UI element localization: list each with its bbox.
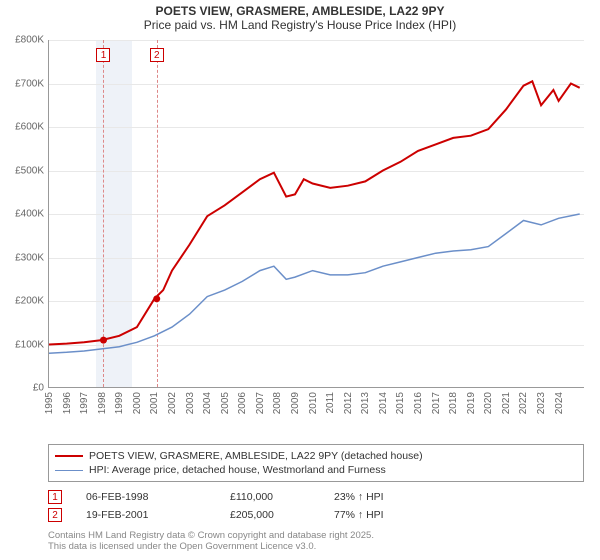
transaction-index: 1	[48, 490, 62, 504]
x-tick-label: 2000	[132, 392, 143, 414]
x-tick-label: 2020	[483, 392, 494, 414]
line-series	[49, 40, 585, 388]
x-tick-label: 2024	[554, 392, 565, 414]
x-tick-label: 1998	[97, 392, 108, 414]
chart-container: POETS VIEW, GRASMERE, AMBLESIDE, LA22 9P…	[0, 0, 600, 560]
y-tick-label: £100K	[15, 339, 44, 350]
transaction-index: 2	[48, 508, 62, 522]
x-tick-label: 1996	[62, 392, 73, 414]
x-tick-label: 2012	[343, 392, 354, 414]
y-tick-label: £500K	[15, 165, 44, 176]
x-tick-label: 2017	[431, 392, 442, 414]
x-tick-label: 2019	[466, 392, 477, 414]
x-tick-label: 1995	[44, 392, 55, 414]
transaction-price: £110,000	[230, 491, 310, 503]
chart-area: 12 £0£100K£200K£300K£400K£500K£600K£700K…	[48, 40, 584, 420]
transaction-change: 77% ↑ HPI	[334, 509, 384, 521]
x-tick-label: 2008	[272, 392, 283, 414]
x-tick-label: 2013	[360, 392, 371, 414]
legend-swatch	[55, 455, 83, 457]
y-tick-label: £200K	[15, 296, 44, 307]
transaction-date: 06-FEB-1998	[86, 491, 206, 503]
x-tick-label: 2023	[536, 392, 547, 414]
legend-label: HPI: Average price, detached house, West…	[89, 464, 386, 476]
title-line2: Price paid vs. HM Land Registry's House …	[0, 18, 600, 32]
legend-swatch	[55, 470, 83, 471]
y-tick-label: £600K	[15, 122, 44, 133]
y-tick-label: £0	[33, 383, 44, 394]
transaction-row: 1 06-FEB-1998 £110,000 23% ↑ HPI	[48, 488, 384, 506]
transaction-date: 19-FEB-2001	[86, 509, 206, 521]
footnote: Contains HM Land Registry data © Crown c…	[48, 530, 374, 552]
x-tick-label: 2004	[202, 392, 213, 414]
x-tick-label: 2006	[237, 392, 248, 414]
x-tick-label: 2021	[501, 392, 512, 414]
x-tick-label: 2016	[413, 392, 424, 414]
transaction-row: 2 19-FEB-2001 £205,000 77% ↑ HPI	[48, 506, 384, 524]
x-tick-label: 2005	[220, 392, 231, 414]
legend-item: HPI: Average price, detached house, West…	[55, 463, 577, 477]
title-line1: POETS VIEW, GRASMERE, AMBLESIDE, LA22 9P…	[0, 4, 600, 18]
x-tick-label: 2010	[308, 392, 319, 414]
x-tick-label: 2001	[149, 392, 160, 414]
y-tick-label: £300K	[15, 252, 44, 263]
y-tick-label: £400K	[15, 209, 44, 220]
x-tick-label: 1997	[79, 392, 90, 414]
footnote-line1: Contains HM Land Registry data © Crown c…	[48, 530, 374, 541]
transaction-price: £205,000	[230, 509, 310, 521]
transactions-table: 1 06-FEB-1998 £110,000 23% ↑ HPI 2 19-FE…	[48, 488, 384, 524]
x-tick-label: 2014	[378, 392, 389, 414]
x-tick-label: 2002	[167, 392, 178, 414]
x-tick-label: 2015	[395, 392, 406, 414]
y-tick-label: £800K	[15, 35, 44, 46]
legend: POETS VIEW, GRASMERE, AMBLESIDE, LA22 9P…	[48, 444, 584, 482]
x-tick-label: 2009	[290, 392, 301, 414]
footnote-line2: This data is licensed under the Open Gov…	[48, 541, 374, 552]
x-tick-label: 2022	[518, 392, 529, 414]
title-block: POETS VIEW, GRASMERE, AMBLESIDE, LA22 9P…	[0, 0, 600, 34]
y-tick-label: £700K	[15, 78, 44, 89]
legend-item: POETS VIEW, GRASMERE, AMBLESIDE, LA22 9P…	[55, 449, 577, 463]
legend-label: POETS VIEW, GRASMERE, AMBLESIDE, LA22 9P…	[89, 450, 423, 462]
x-tick-label: 2007	[255, 392, 266, 414]
x-tick-label: 2018	[448, 392, 459, 414]
transaction-change: 23% ↑ HPI	[334, 491, 384, 503]
x-tick-label: 2003	[185, 392, 196, 414]
plot-area: 12	[48, 40, 584, 388]
x-tick-label: 2011	[325, 392, 336, 414]
x-tick-label: 1999	[114, 392, 125, 414]
